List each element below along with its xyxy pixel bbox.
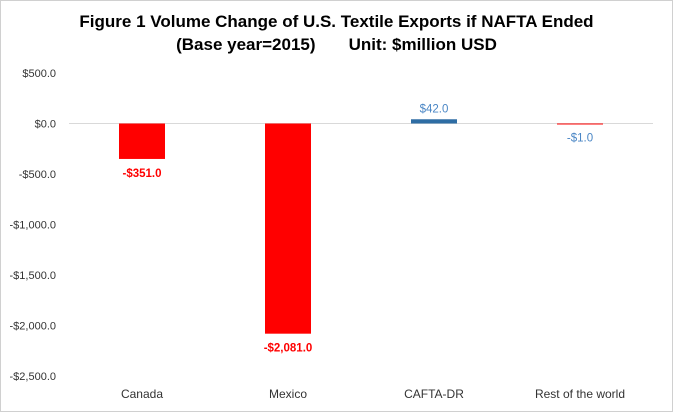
y-tick-label: -$1,000.0 — [10, 220, 56, 232]
data-label: -$2,081.0 — [264, 343, 313, 355]
category-label: Rest of the world — [535, 387, 625, 401]
y-tick-label: -$500.0 — [19, 169, 56, 181]
category-label: Mexico — [269, 387, 307, 401]
bar-cafta-dr — [411, 119, 457, 124]
chart-title: Figure 1 Volume Change of U.S. Textile E… — [0, 10, 673, 56]
category-label: Canada — [121, 387, 163, 401]
y-tick-label: -$2,000.0 — [10, 321, 56, 333]
data-label: $42.0 — [420, 103, 449, 115]
y-tick-label: -$1,500.0 — [10, 270, 56, 282]
chart-title-line-1: Figure 1 Volume Change of U.S. Textile E… — [79, 12, 594, 31]
bar-rest-of-the-world — [557, 123, 603, 125]
y-tick-label: $500.0 — [22, 68, 56, 80]
y-tick-label: $0.0 — [35, 119, 56, 131]
y-tick-label: -$2,500.0 — [10, 371, 56, 383]
data-label: -$351.0 — [122, 168, 161, 180]
category-label: CAFTA-DR — [404, 387, 464, 401]
chart-title-line-2: (Base year=2015) Unit: $million USD — [176, 35, 497, 54]
bar-canada — [119, 123, 165, 159]
bar-mexico — [265, 123, 311, 334]
data-label: -$1.0 — [567, 133, 593, 145]
